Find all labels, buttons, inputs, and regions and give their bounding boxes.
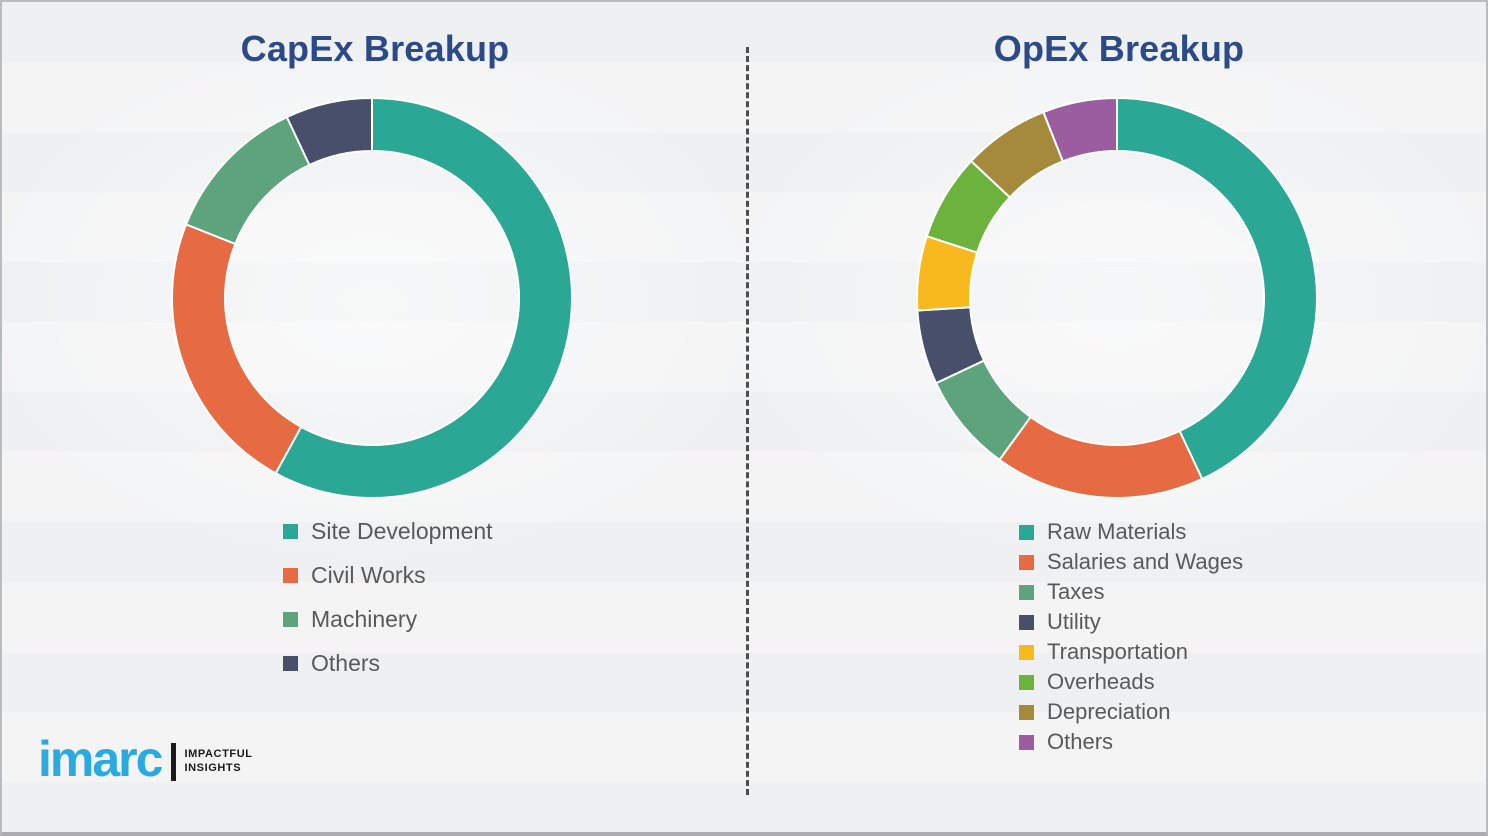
legend-swatch-icon [1019,734,1034,750]
legend-label: Civil Works [311,561,426,588]
legend-item-utility: Utility [1019,607,1243,637]
legend-item-taxes: Taxes [1019,577,1243,607]
opex-donut-chart [916,97,1318,499]
legend-label: Machinery [311,605,418,632]
legend-item-civil-works: Civil Works [283,553,493,597]
legend-item-depreciation: Depreciation [1019,697,1243,727]
donut-slice-civil-works [171,223,303,475]
donut-slice-machinery [185,116,311,245]
legend-label: Others [311,649,381,676]
legend-label: Utility [1047,609,1101,634]
legend-item-salaries-and-wages: Salaries and Wages [1019,547,1243,577]
legend-swatch-icon [283,655,298,671]
imarc-logo-wordmark: imarc [38,731,163,787]
legend-swatch-icon [1019,674,1034,690]
donut-slice-others [1042,97,1118,163]
legend-swatch-icon [1019,584,1034,600]
legend-swatch-icon [1019,524,1034,540]
legend-label: Others [1047,729,1114,754]
donut-slice-raw-materials [1116,97,1318,480]
legend-item-raw-materials: Raw Materials [1019,517,1243,547]
legend-swatch-icon [1019,704,1034,720]
donut-slice-site-development [274,97,573,499]
legend-swatch-icon [1019,554,1034,570]
legend-swatch-icon [283,567,298,583]
legend-swatch-icon [283,611,298,627]
capex-donut-chart [171,97,573,499]
donut-slice-others [285,97,373,166]
capex-legend: Site Development Civil Works Machinery O… [283,509,493,685]
logo-divider-bar [171,743,177,781]
legend-label: Site Development [311,517,493,544]
panel-divider-dashed-line [746,47,749,795]
donut-slice-salaries-and-wages [998,415,1204,499]
capex-title: CapEx Breakup [240,28,510,69]
legend-item-overheads: Overheads [1019,667,1243,697]
logo-tagline: IMPACTFUL INSIGHTS [184,748,252,776]
legend-swatch-icon [1019,644,1034,660]
legend-swatch-icon [1019,614,1034,630]
imarc-logo: imarc IMPACTFUL INSIGHTS [38,734,253,784]
legend-swatch-icon [283,523,298,539]
legend-item-machinery: Machinery [283,597,493,641]
legend-label: Transportation [1047,639,1189,664]
legend-label: Overheads [1047,669,1155,694]
legend-label: Depreciation [1047,699,1171,724]
logo-tagline-line2: INSIGHTS [184,762,242,774]
logo-tagline-line1: IMPACTFUL [184,748,253,761]
legend-label: Taxes [1047,579,1105,604]
legend-item-opex-others: Others [1019,727,1243,757]
legend-item-site-development: Site Development [283,509,493,553]
opex-legend: Raw Materials Salaries and Wages Taxes U… [1019,517,1243,757]
opex-title: OpEx Breakup [993,28,1245,69]
legend-item-capex-others: Others [283,641,493,685]
legend-item-transportation: Transportation [1019,637,1243,667]
legend-label: Raw Materials [1047,519,1187,544]
legend-label: Salaries and Wages [1047,549,1244,574]
